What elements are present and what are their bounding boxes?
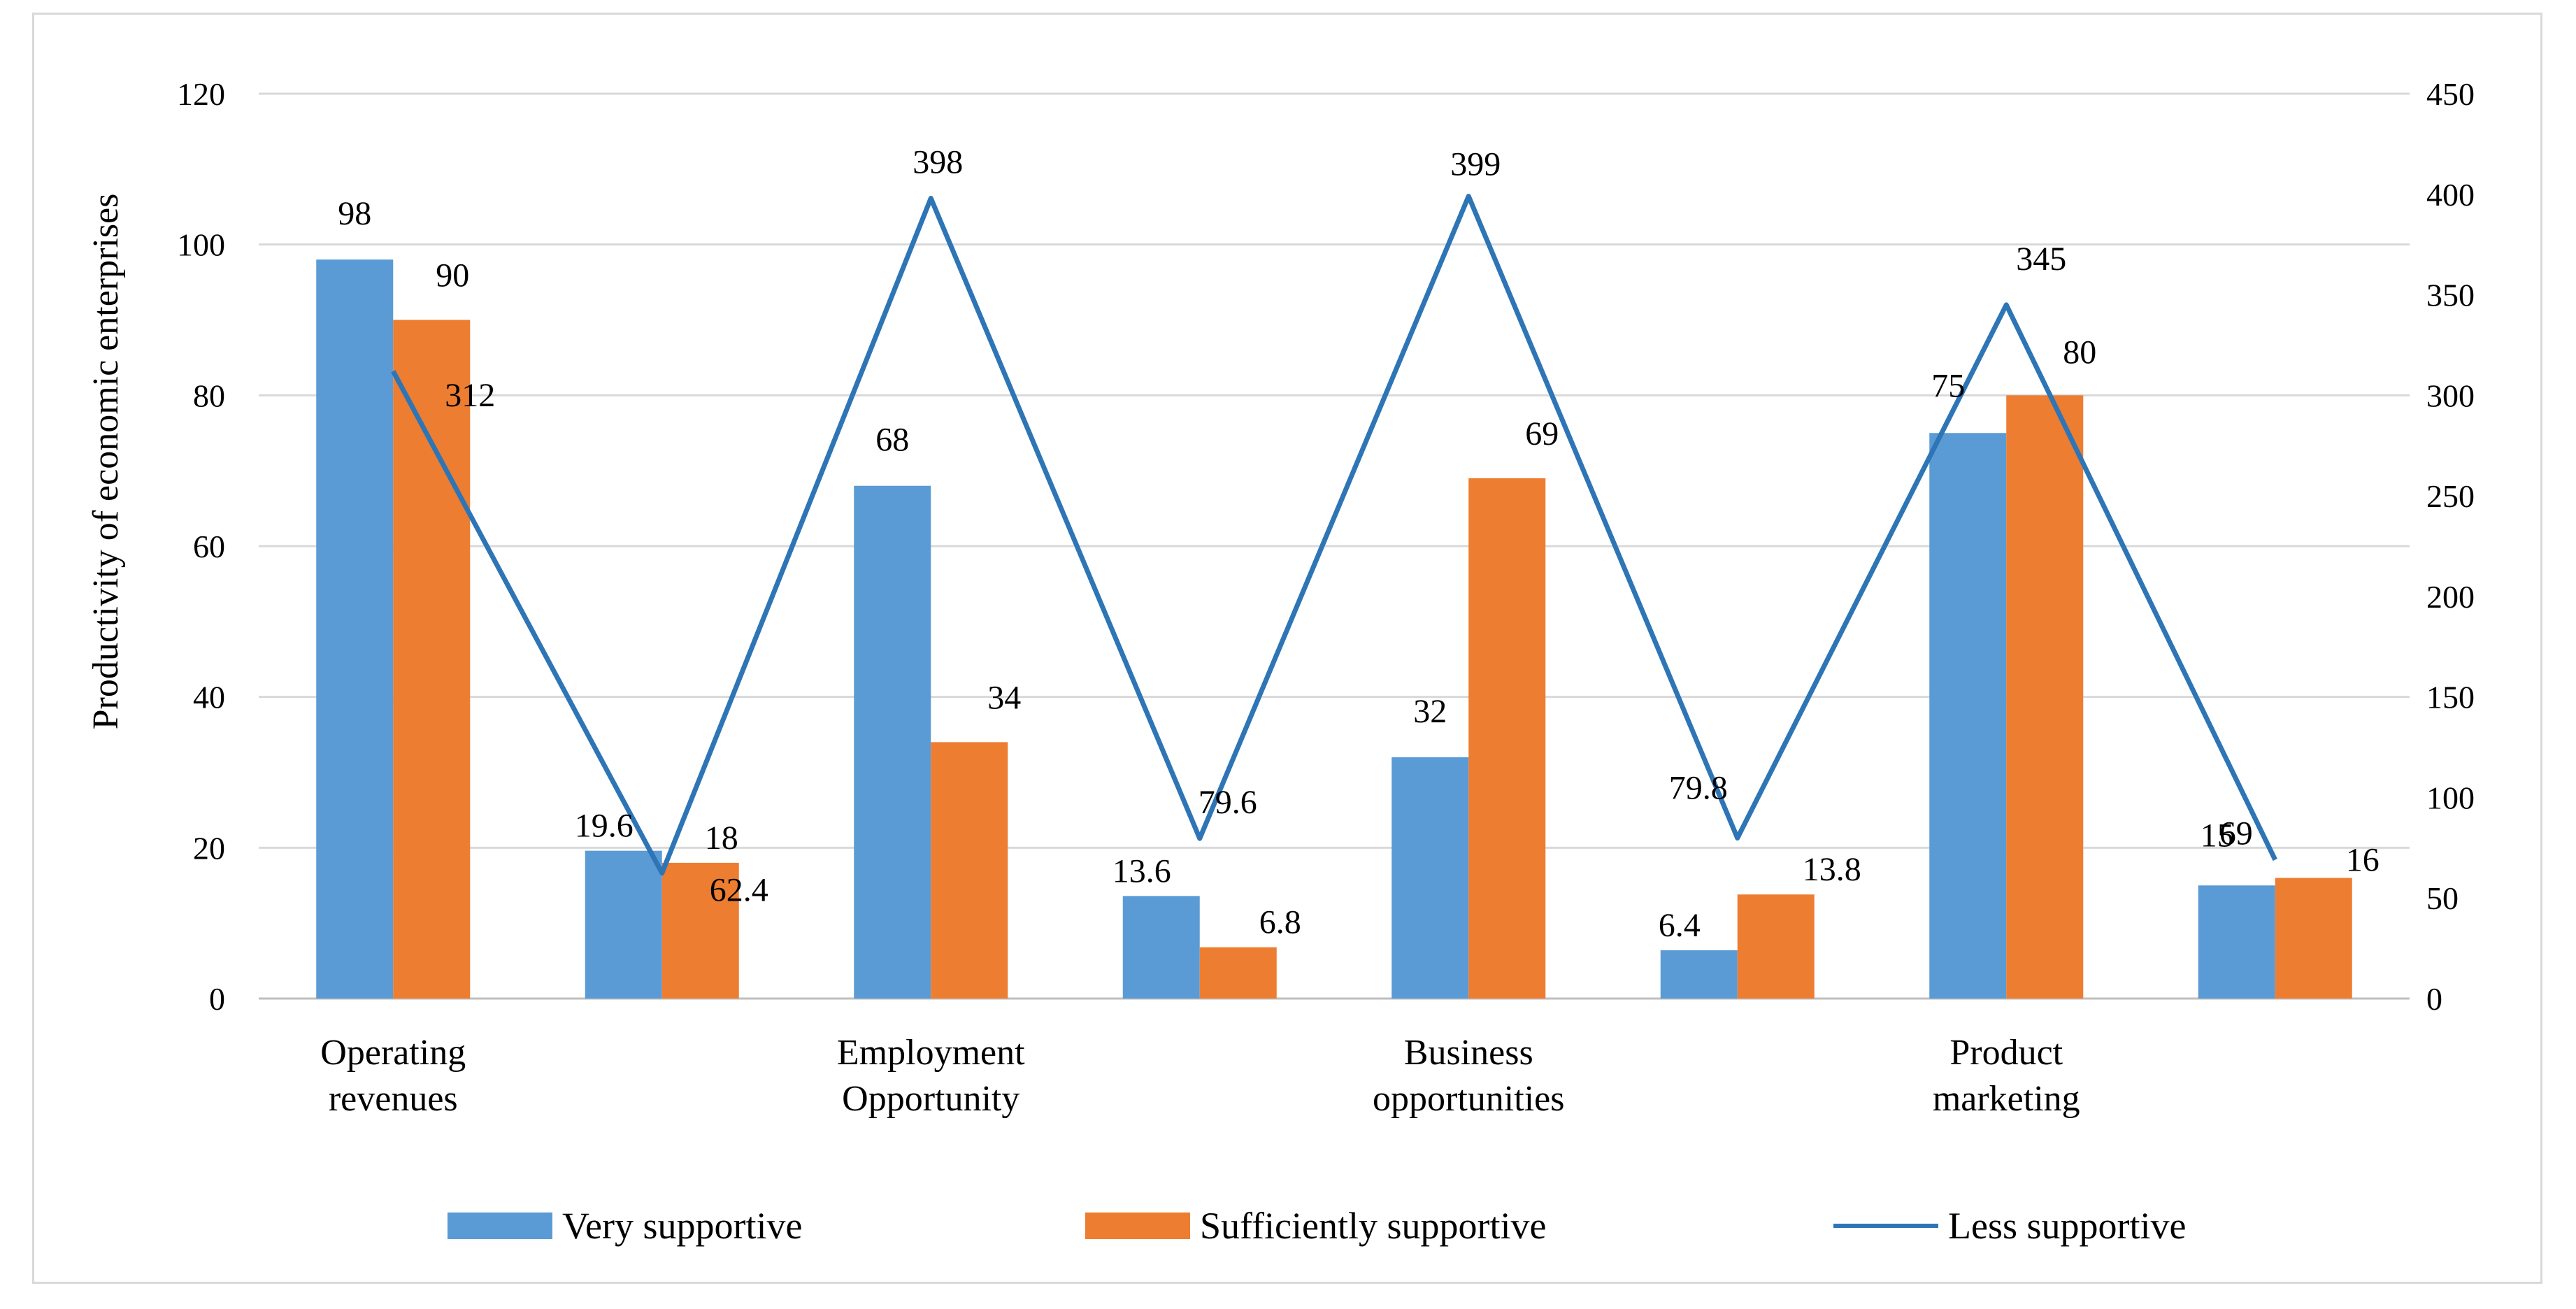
x-category-label-line: Operating [320,1033,466,1073]
y-tick-label: 60 [193,529,225,564]
data-label-less-supportive: 398 [913,144,963,181]
gridlines [259,92,2410,1000]
bar-very-supportive [1660,950,1738,999]
y2-tick-label: 250 [2426,478,2475,514]
y2-tick-label: 200 [2426,579,2475,615]
data-label-less-supportive: 399 [1450,146,1501,183]
data-label-sufficiently-supportive: 80 [2063,334,2096,371]
x-category-label: Operating revenues [320,1033,466,1119]
legend-label-sufficiently-supportive: Sufficiently supportive [1200,1205,1547,1247]
y2-tick-label: 450 [2426,76,2475,112]
bar-sufficiently-supportive [1468,478,1546,999]
x-category-label-line: marketing [1933,1079,2080,1119]
legend-label-very-supportive: Very supportive [562,1205,803,1247]
y2-tick-label: 400 [2426,177,2475,213]
y-tick-label: 0 [209,981,225,1017]
legend-item-sufficiently-supportive: Sufficiently supportive [1085,1201,1546,1250]
data-labels: 98 19.6 68 13.6 32 6.4 75 15 90 18 34 6.8 69 13.8 80 16… [338,144,2380,944]
data-label-less-supportive: 312 [445,377,495,414]
data-label-sufficiently-supportive: 34 [987,679,1021,716]
data-label-very-supportive: 75 [1931,367,1965,404]
bar-very-supportive [1391,757,1469,999]
data-label-less-supportive: 345 [2016,241,2066,278]
bar-very-supportive [316,259,394,999]
data-label-sufficiently-supportive: 6.8 [1259,904,1301,941]
y-axis-title: Productivity of economic enterprises [86,194,126,730]
y2-tick-label: 300 [2426,378,2475,413]
data-label-very-supportive: 32 [1413,693,1447,730]
bar-very-supportive [854,485,931,999]
bar-sufficiently-supportive [1737,894,1815,999]
bar-very-supportive [2198,885,2275,999]
x-category-label-line: opportunities [1373,1079,1564,1119]
bar-sufficiently-supportive [1199,947,1277,999]
line-series [391,194,2277,876]
data-label-very-supportive: 13.6 [1112,852,1171,889]
data-label-sufficiently-supportive: 18 [705,820,738,857]
y-tick-label: 40 [193,680,225,715]
x-category-label-line: revenues [329,1079,458,1119]
bar-sufficiently-supportive [2006,395,2084,999]
bar-sufficiently-supportive [931,742,1008,999]
data-label-less-supportive: 79.8 [1669,770,1728,807]
data-label-less-supportive: 62.4 [710,872,768,909]
bar-very-supportive [585,850,662,999]
legend-label-less-supportive: Less supportive [1948,1205,2187,1247]
legend-swatch-sufficiently-supportive [1085,1213,1190,1239]
legend-item-less-supportive: Less supportive [1833,1201,2186,1250]
legend: Very supportive Sufficiently supportive … [0,1201,2576,1250]
y-tick-label: 80 [193,378,225,413]
x-category-label: Product marketing [1933,1033,2080,1119]
data-label-very-supportive: 15 [2201,817,2234,854]
data-label-very-supportive: 19.6 [575,808,634,845]
data-label-sufficiently-supportive: 90 [436,257,469,294]
line-less-supportive [391,194,2277,876]
y2-tick-label: 150 [2426,680,2475,715]
bars [316,259,2352,999]
x-category-label-line: Product [1949,1033,2063,1073]
bar-sufficiently-supportive [661,862,739,999]
data-label-sufficiently-supportive: 13.8 [1803,851,1861,888]
x-category-label-line: Employment [837,1033,1025,1073]
data-label-less-supportive: 69 [2219,815,2253,852]
y2-tick-label: 350 [2426,278,2475,313]
y-tick-label: 20 [193,830,225,866]
data-label-very-supportive: 6.4 [1659,907,1701,944]
y2-tick-label: 0 [2426,981,2442,1017]
data-label-sufficiently-supportive: 16 [2346,841,2380,878]
y-tick-label: 100 [177,227,225,263]
data-label-less-supportive: 79.6 [1198,784,1257,821]
x-category-label: Employment Opportunity [837,1033,1025,1119]
bar-very-supportive [1122,896,1200,999]
x-category-label-line: Business [1404,1033,1533,1073]
bar-sufficiently-supportive [2275,878,2352,999]
x-category-label: Business opportunities [1373,1033,1564,1119]
legend-swatch-very-supportive [448,1213,552,1239]
bar-very-supportive [1929,433,2007,999]
y2-tick-label: 50 [2426,880,2459,916]
data-label-very-supportive: 98 [338,195,371,232]
y-tick-label: 120 [177,76,225,112]
data-label-very-supportive: 68 [875,422,909,459]
y2-tick-label: 100 [2426,780,2475,815]
legend-item-very-supportive: Very supportive [448,1201,802,1250]
legend-line-less-supportive [1833,1224,1938,1228]
x-category-label-line: Opportunity [842,1079,1019,1119]
data-label-sufficiently-supportive: 69 [1525,415,1559,452]
bar-sufficiently-supportive [393,320,471,999]
axes: 0 20 40 60 80 100 120 0 50 100 150 200 250 300 350 400 4… [177,76,2475,1119]
